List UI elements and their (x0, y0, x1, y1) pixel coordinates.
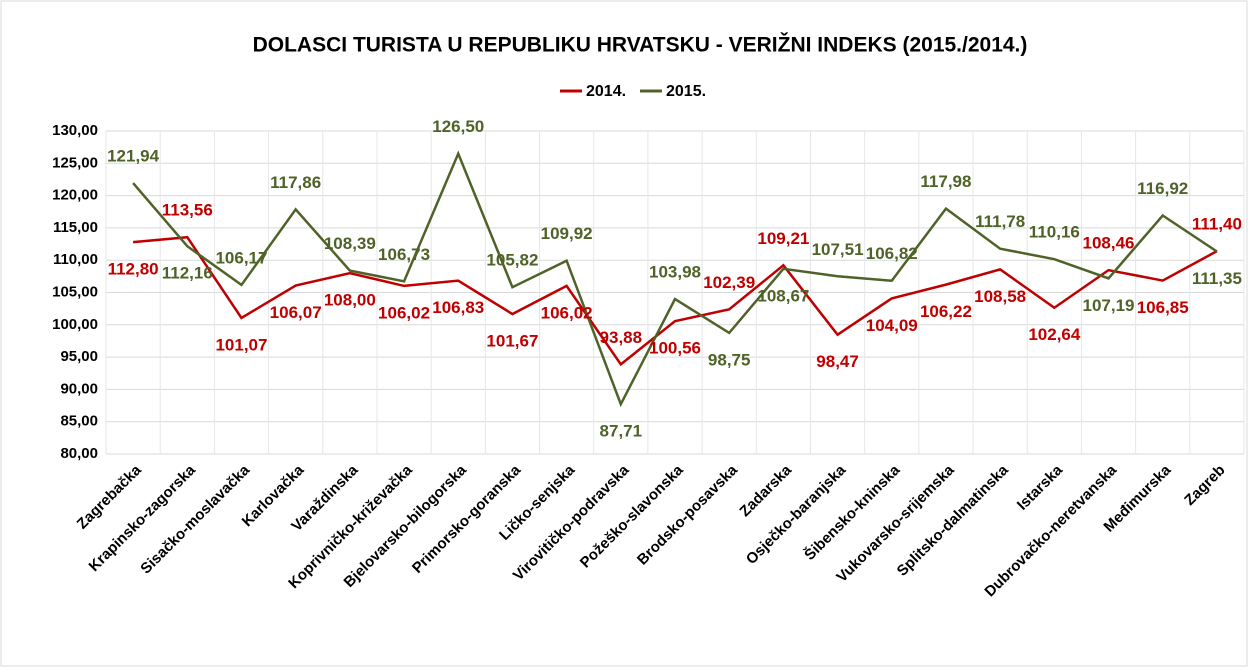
y-tick-label: 85,00 (60, 413, 98, 430)
data-label: 98,75 (708, 350, 751, 369)
data-label: 106,83 (432, 298, 484, 317)
data-label: 106,22 (920, 302, 972, 321)
y-tick-label: 80,00 (60, 445, 98, 462)
chart-title: DOLASCI TURISTA U REPUBLIKU HRVATSKU - V… (253, 33, 1028, 57)
y-tick-label: 95,00 (60, 348, 98, 365)
data-label: 93,88 (600, 328, 643, 347)
data-label: 108,00 (324, 291, 376, 310)
data-label: 121,94 (107, 147, 160, 166)
data-label: 106,02 (378, 303, 430, 322)
data-label: 106,73 (378, 245, 430, 264)
data-label: 111,78 (975, 212, 1025, 231)
data-label: 111,40 (1192, 215, 1242, 234)
y-tick-label: 90,00 (60, 380, 98, 397)
data-label: 111,35 (1192, 269, 1242, 288)
y-tick-label: 125,00 (52, 154, 98, 171)
data-label: 107,19 (1083, 296, 1135, 315)
data-label: 110,16 (1029, 223, 1080, 242)
data-label: 106,17 (215, 248, 267, 267)
data-label: 104,09 (866, 316, 918, 335)
data-label: 106,02 (541, 303, 593, 322)
data-label: 106,82 (866, 244, 918, 263)
y-tick-label: 110,00 (53, 251, 98, 268)
data-label: 106,07 (270, 303, 322, 322)
y-tick-label: 100,00 (52, 316, 98, 333)
data-label: 87,71 (600, 422, 643, 441)
y-tick-label: 120,00 (52, 187, 98, 204)
series-line (132, 150, 1218, 408)
data-label: 109,21 (757, 229, 809, 248)
data-label: 113,56 (162, 201, 213, 220)
data-label: 117,98 (920, 172, 971, 191)
data-label: 105,82 (486, 251, 538, 270)
data-label: 102,64 (1028, 325, 1081, 344)
data-label: 108,39 (324, 234, 376, 253)
y-tick-label: 105,00 (52, 283, 98, 300)
data-label: 102,39 (703, 273, 755, 292)
data-label: 108,58 (974, 287, 1026, 306)
data-label: 101,07 (215, 335, 267, 354)
data-label: 103,98 (649, 263, 701, 282)
data-label: 107,51 (812, 240, 864, 259)
data-label: 117,86 (270, 173, 321, 192)
data-label: 106,85 (1137, 298, 1189, 317)
data-label: 108,67 (757, 286, 809, 305)
data-label: 109,92 (541, 224, 593, 243)
data-label: 101,67 (486, 331, 538, 350)
data-label: 116,92 (1137, 179, 1188, 198)
data-label: 112,16 (162, 264, 213, 283)
data-label: 108,46 (1083, 234, 1135, 253)
legend-label: 2014. (586, 83, 626, 100)
legend-label: 2015. (666, 83, 706, 100)
data-label: 100,56 (649, 339, 701, 358)
data-label: 98,47 (816, 352, 859, 371)
y-tick-label: 115,00 (53, 219, 98, 236)
data-label: 112,80 (108, 260, 159, 279)
data-label: 126,50 (432, 117, 484, 136)
y-tick-label: 130,00 (52, 122, 98, 139)
series-line (132, 235, 1218, 367)
